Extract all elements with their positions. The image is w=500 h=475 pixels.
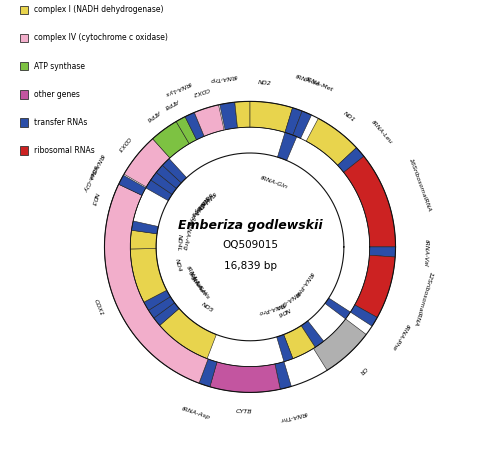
Polygon shape xyxy=(338,148,364,172)
Text: tRNA-Glu: tRNA-Glu xyxy=(274,289,301,310)
Polygon shape xyxy=(275,361,291,389)
Text: tRNA-Ser: tRNA-Ser xyxy=(186,270,207,297)
Polygon shape xyxy=(148,297,174,318)
Polygon shape xyxy=(156,165,182,189)
Text: COX1: COX1 xyxy=(93,299,104,317)
Text: tRNA-Phe: tRNA-Phe xyxy=(390,323,409,351)
Polygon shape xyxy=(314,319,366,370)
Polygon shape xyxy=(152,122,189,158)
Polygon shape xyxy=(185,113,204,140)
Polygon shape xyxy=(114,184,142,204)
FancyBboxPatch shape xyxy=(20,62,28,70)
FancyBboxPatch shape xyxy=(20,146,28,155)
Polygon shape xyxy=(370,247,396,257)
Polygon shape xyxy=(104,184,208,383)
Polygon shape xyxy=(278,133,297,161)
Text: ND4: ND4 xyxy=(174,257,182,272)
Text: tRNA-Pro: tRNA-Pro xyxy=(256,301,286,315)
Text: tRNA-His: tRNA-His xyxy=(189,275,210,300)
Text: ND5: ND5 xyxy=(200,302,214,314)
Polygon shape xyxy=(130,230,157,249)
Polygon shape xyxy=(235,101,250,128)
Polygon shape xyxy=(350,305,378,326)
Polygon shape xyxy=(124,139,170,187)
Polygon shape xyxy=(132,221,158,234)
Text: tRNA-Met: tRNA-Met xyxy=(304,76,334,93)
FancyBboxPatch shape xyxy=(20,6,28,14)
Text: 16,839 bp: 16,839 bp xyxy=(224,261,276,271)
Polygon shape xyxy=(306,118,356,165)
Text: tRNA-Thr: tRNA-Thr xyxy=(278,410,308,422)
Text: ATP8: ATP8 xyxy=(164,97,180,109)
Polygon shape xyxy=(108,195,138,221)
Polygon shape xyxy=(354,255,395,317)
Polygon shape xyxy=(118,175,146,195)
Polygon shape xyxy=(301,321,324,347)
Text: tRNA-Arg: tRNA-Arg xyxy=(181,221,191,250)
Polygon shape xyxy=(220,102,238,130)
Polygon shape xyxy=(130,248,166,302)
Polygon shape xyxy=(176,117,197,144)
Text: complex I (NADH dehydrogenase): complex I (NADH dehydrogenase) xyxy=(34,5,164,14)
Text: tRNA-Cys: tRNA-Cys xyxy=(190,191,213,217)
FancyBboxPatch shape xyxy=(20,34,28,42)
Text: other genes: other genes xyxy=(34,90,80,99)
Polygon shape xyxy=(199,359,217,387)
Text: transfer RNAs: transfer RNAs xyxy=(34,118,88,127)
Text: tRNA-Val: tRNA-Val xyxy=(423,239,429,267)
Text: COX3: COX3 xyxy=(116,135,130,152)
Text: Emberiza godlewskii: Emberiza godlewskii xyxy=(178,219,322,232)
Text: tRNA-Ala: tRNA-Ala xyxy=(186,199,204,226)
Text: tRNA-Leu: tRNA-Leu xyxy=(184,265,204,294)
Polygon shape xyxy=(194,105,224,136)
Text: ATP synthase: ATP synthase xyxy=(34,62,85,71)
Polygon shape xyxy=(146,180,172,200)
Text: tRNA-Gln: tRNA-Gln xyxy=(259,176,288,190)
Text: ribosomal RNAs: ribosomal RNAs xyxy=(34,146,95,155)
Text: tRNA-Gly: tRNA-Gly xyxy=(82,164,97,193)
Polygon shape xyxy=(293,111,312,138)
Polygon shape xyxy=(250,101,292,133)
Text: tRNA-Tyr: tRNA-Tyr xyxy=(192,190,216,213)
Text: ND3: ND3 xyxy=(90,192,98,206)
Text: OQ509015: OQ509015 xyxy=(222,239,278,249)
Text: tRNA-Leu: tRNA-Leu xyxy=(370,120,394,145)
Text: ND1: ND1 xyxy=(342,111,356,124)
Polygon shape xyxy=(284,326,315,359)
Polygon shape xyxy=(144,290,171,310)
Text: ND6: ND6 xyxy=(276,306,290,317)
Text: tRNA-Phe: tRNA-Phe xyxy=(292,270,314,298)
Text: tRNA-Ile: tRNA-Ile xyxy=(294,74,320,87)
Polygon shape xyxy=(160,308,216,359)
Text: CYTB: CYTB xyxy=(236,409,252,415)
Polygon shape xyxy=(276,334,293,361)
FancyBboxPatch shape xyxy=(20,90,28,98)
Text: tRNA-Lys: tRNA-Lys xyxy=(164,80,192,96)
Text: ATP6: ATP6 xyxy=(146,108,162,121)
Text: tRNA-Trp: tRNA-Trp xyxy=(209,73,238,82)
Text: tRNA-Ser: tRNA-Ser xyxy=(86,152,104,180)
Polygon shape xyxy=(344,156,396,247)
Text: ND2: ND2 xyxy=(258,80,272,86)
Text: COX2: COX2 xyxy=(192,86,210,96)
Polygon shape xyxy=(162,159,186,183)
Text: ND4L: ND4L xyxy=(176,234,182,251)
FancyBboxPatch shape xyxy=(20,118,28,127)
Text: 16SribosomalRNA: 16SribosomalRNA xyxy=(408,158,432,213)
Polygon shape xyxy=(210,362,280,392)
Text: tRNA-Asp: tRNA-Asp xyxy=(181,406,211,420)
Polygon shape xyxy=(325,298,350,319)
Text: CR: CR xyxy=(358,365,368,375)
Text: complex IV (cytochrome c oxidase): complex IV (cytochrome c oxidase) xyxy=(34,33,168,42)
Polygon shape xyxy=(154,303,179,325)
Polygon shape xyxy=(285,108,302,135)
Text: tRNA-Asn: tRNA-Asn xyxy=(187,195,209,222)
Text: 12SribosomalRNA: 12SribosomalRNA xyxy=(413,270,434,326)
Polygon shape xyxy=(151,172,176,194)
